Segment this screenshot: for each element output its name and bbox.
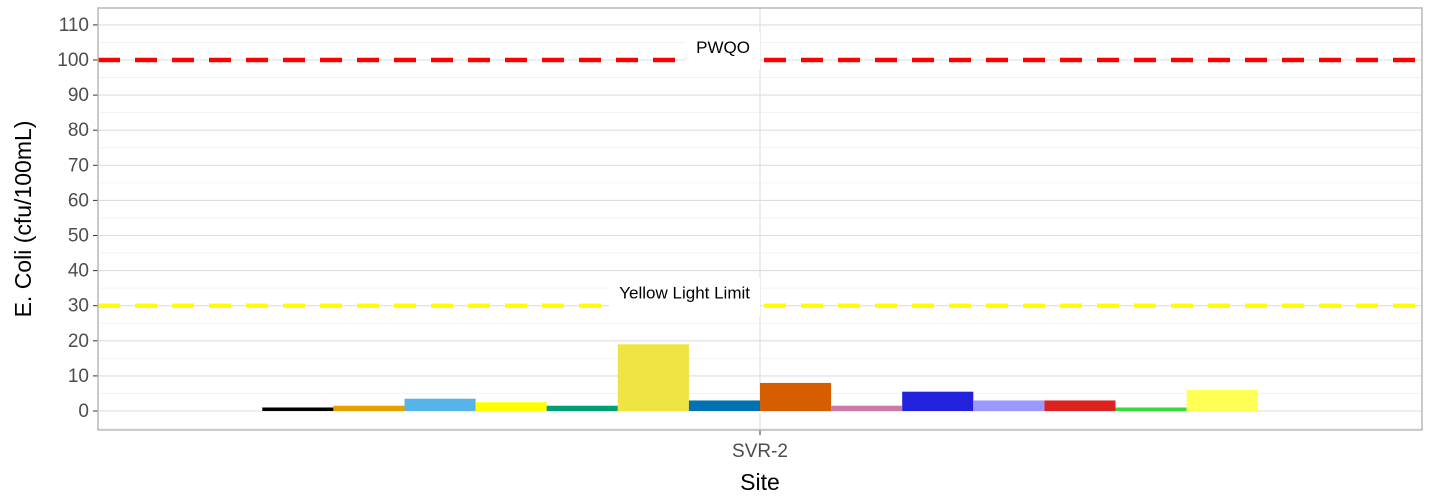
bar xyxy=(546,405,618,411)
y-tick-label: 100 xyxy=(57,50,89,71)
reference-line-label: Yellow Light Limit xyxy=(619,284,750,303)
x-axis-title: Site xyxy=(740,469,780,495)
bar xyxy=(1186,389,1258,411)
y-tick-label: 80 xyxy=(68,120,89,141)
bars xyxy=(262,344,1258,411)
y-tick-label: 60 xyxy=(68,190,89,211)
bar xyxy=(973,400,1045,411)
y-tick-label: 110 xyxy=(59,15,89,36)
bar xyxy=(1115,407,1187,411)
bar xyxy=(831,405,903,411)
bar xyxy=(333,405,405,411)
y-tick-label: 40 xyxy=(68,261,89,282)
y-tick-label: 20 xyxy=(68,331,89,352)
reference-label-background xyxy=(609,277,760,316)
y-tick-label: 90 xyxy=(68,85,89,106)
y-tick-label: 50 xyxy=(68,226,89,247)
bar xyxy=(688,400,760,411)
y-tick-label: 70 xyxy=(68,155,89,176)
y-tick-label: 30 xyxy=(68,296,89,317)
bar xyxy=(1044,400,1116,411)
reference-line-label: PWQO xyxy=(696,38,750,57)
y-tick-label: 0 xyxy=(78,401,89,422)
y-tick-label: 10 xyxy=(68,366,89,387)
axes: 0 10 20 30 40 50 60 70 80 90 100 110 SVR-2 xyxy=(57,15,788,462)
bar xyxy=(475,402,547,411)
bar xyxy=(617,344,689,411)
y-axis-title: E. Coli (cfu/100mL) xyxy=(10,121,36,318)
bar xyxy=(760,382,832,411)
bar xyxy=(404,398,476,411)
plot-panel-border xyxy=(97,7,1423,431)
x-tick-label: SVR-2 xyxy=(732,441,788,462)
bar xyxy=(262,407,334,411)
grid xyxy=(98,8,1422,430)
reference-lines: PWQO Yellow Light Limit xyxy=(98,32,1422,316)
bar xyxy=(902,391,974,411)
reference-label-background xyxy=(686,32,760,70)
